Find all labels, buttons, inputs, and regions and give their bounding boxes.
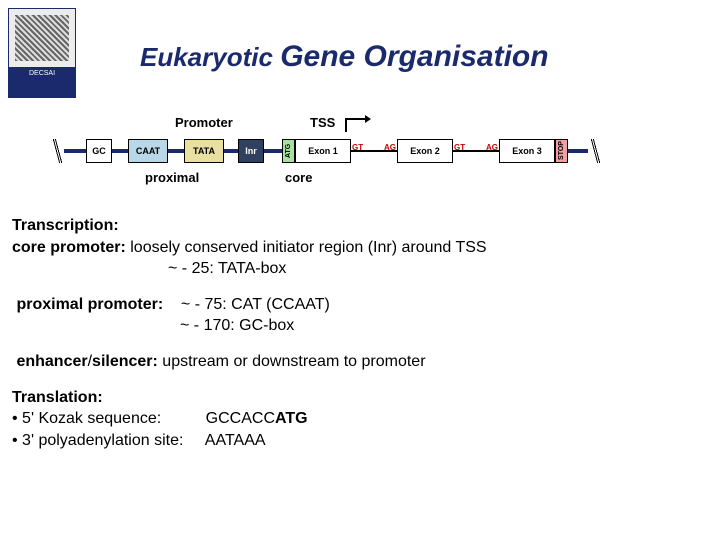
proximal-promoter-label: proximal promoter: [16, 296, 163, 313]
stop-marker: STOP [555, 139, 568, 163]
title-gene-org: Gene Organisation [280, 40, 548, 73]
enhancer-label: enhancer [16, 353, 87, 370]
splice-acceptor: AG [384, 143, 396, 152]
gene-track: GC CAAT TATA Inr ATG Exon 1 GT AG Exon 2… [50, 139, 690, 163]
spacer-line [224, 149, 238, 153]
intron2: GT AG [453, 150, 499, 152]
content-text: Transcription: core promoter: loosely co… [12, 215, 708, 465]
tss-arrow-icon [345, 118, 347, 132]
core-label: core [285, 170, 312, 185]
break-icon [588, 139, 602, 163]
exon1: Exon 1 [295, 139, 351, 163]
atg-marker: ATG [282, 139, 295, 163]
enhancer-text: upstream or downstream to promoter [158, 353, 426, 370]
splice-donor: GT [352, 143, 363, 152]
exon2: Exon 2 [397, 139, 453, 163]
tata-line: ~ - 25: TATA-box [12, 258, 708, 280]
enhancer-block: enhancer/silencer: upstream or downstrea… [12, 351, 708, 373]
proximal-label: proximal [145, 170, 199, 185]
kozak-seq-atg: ATG [275, 410, 308, 427]
cat-line: ~ - 75: CAT (CCAAT) [181, 296, 330, 313]
core-promoter-text: loosely conserved initiator region (Inr)… [126, 239, 487, 256]
silencer-label: silencer: [92, 353, 158, 370]
logo-text: DECSAI [8, 68, 76, 98]
kozak-label: • 5' Kozak sequence: [12, 410, 161, 427]
break-icon [50, 139, 64, 163]
polya-label: • 3' polyadenylation site: [12, 432, 183, 449]
kozak-seq-prefix: GCCACC [206, 410, 275, 427]
tata-box: TATA [184, 139, 224, 163]
promoter-label: Promoter [175, 115, 233, 130]
title-eukaryotic: Eukaryotic [140, 42, 273, 72]
spacer-line [168, 149, 184, 153]
spacer-line [112, 149, 128, 153]
proximal-block: proximal promoter: ~ - 75: CAT (CCAAT) ~… [12, 294, 708, 337]
spacer-line [264, 149, 282, 153]
upstream-line [64, 149, 86, 153]
polya-seq: AATAAA [205, 432, 266, 449]
gene-diagram: Promoter TSS GC CAAT TATA Inr ATG Exon 1… [50, 115, 690, 195]
inr-box: Inr [238, 139, 264, 163]
downstream-line [568, 149, 588, 153]
logo-graphic [8, 8, 76, 68]
gc-box: GC [86, 139, 112, 163]
transcription-heading: Transcription: [12, 217, 119, 234]
splice-donor: GT [454, 143, 465, 152]
core-promoter-label: core promoter: [12, 239, 126, 256]
transcription-block: Transcription: core promoter: loosely co… [12, 215, 708, 280]
intron1: GT AG [351, 150, 397, 152]
exon3: Exon 3 [499, 139, 555, 163]
splice-acceptor: AG [486, 143, 498, 152]
page-title: Eukaryotic Gene Organisation [140, 40, 549, 74]
translation-block: Translation: • 5' Kozak sequence: GCCACC… [12, 387, 708, 452]
translation-heading: Translation: [12, 389, 103, 406]
tss-label: TSS [310, 115, 335, 130]
logo: DECSAI [8, 8, 76, 98]
caat-box: CAAT [128, 139, 168, 163]
gc-line: ~ - 170: GC-box [12, 315, 708, 337]
